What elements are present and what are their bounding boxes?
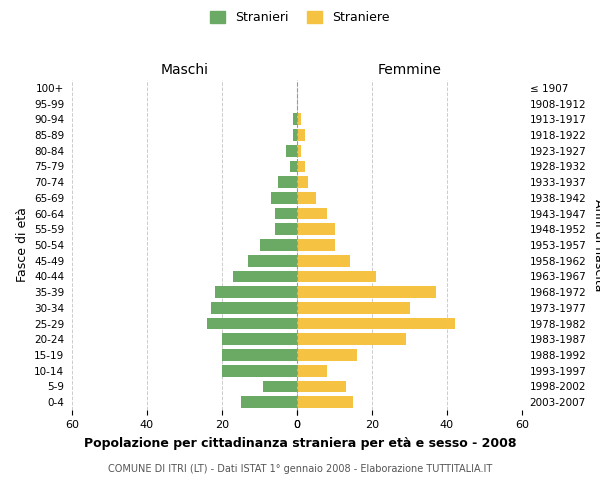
Bar [297,380,346,392]
Bar [241,396,297,408]
Bar [293,114,297,125]
Bar [297,302,409,314]
Bar [297,286,436,298]
Bar [260,239,297,251]
Bar [275,224,297,235]
Bar [297,270,376,282]
Bar [297,176,308,188]
Bar [297,365,327,376]
Bar [275,208,297,220]
Bar [297,192,316,204]
Title: Femmine: Femmine [377,64,442,78]
Text: Popolazione per cittadinanza straniera per età e sesso - 2008: Popolazione per cittadinanza straniera p… [84,438,516,450]
Bar [297,145,301,156]
Bar [297,334,406,345]
Bar [215,286,297,298]
Bar [297,208,327,220]
Y-axis label: Anni di nascita: Anni di nascita [592,198,600,291]
Bar [211,302,297,314]
Bar [286,145,297,156]
Bar [297,239,335,251]
Bar [248,255,297,266]
Bar [297,160,305,172]
Bar [290,160,297,172]
Bar [271,192,297,204]
Bar [293,129,297,141]
Bar [263,380,297,392]
Y-axis label: Fasce di età: Fasce di età [16,208,29,282]
Title: Maschi: Maschi [161,64,209,78]
Bar [297,224,335,235]
Bar [297,129,305,141]
Bar [297,318,455,330]
Bar [233,270,297,282]
Bar [207,318,297,330]
Bar [297,396,353,408]
Bar [278,176,297,188]
Bar [222,334,297,345]
Bar [297,255,349,266]
Bar [297,349,357,361]
Text: COMUNE DI ITRI (LT) - Dati ISTAT 1° gennaio 2008 - Elaborazione TUTTITALIA.IT: COMUNE DI ITRI (LT) - Dati ISTAT 1° genn… [108,464,492,474]
Bar [222,365,297,376]
Bar [222,349,297,361]
Legend: Stranieri, Straniere: Stranieri, Straniere [205,6,395,29]
Bar [297,114,301,125]
